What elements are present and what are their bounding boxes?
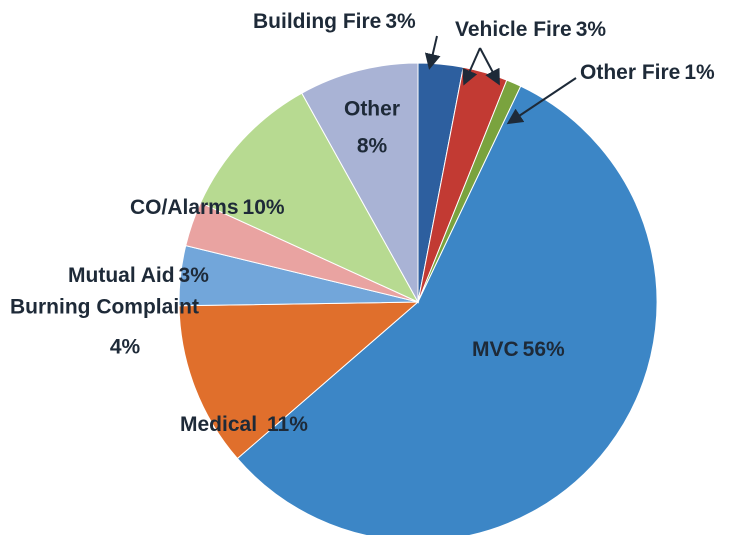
slice-label: Building Fire 3% [253,10,416,33]
pie-slice [199,92,420,304]
pie-slice [301,62,419,304]
pie [178,62,658,535]
slice-label: Mutual Aid 3% [68,264,209,287]
slice-label: CO/Alarms 10% [130,196,285,219]
slice-label: Other [344,98,400,121]
slice-label: Other Fire 1% [580,61,715,84]
arrow [479,47,500,86]
slice-label: Burning Complaint [10,296,199,319]
slice-value: 4% [110,336,141,359]
arrow [506,77,577,125]
arrow [424,35,441,70]
slice-label: Medical 11% [180,413,308,436]
slice-label: MVC 56% [472,338,565,361]
pie-slice [236,85,658,535]
arrow [462,47,481,86]
slice-value: 8% [357,135,388,158]
slice-label: Vehicle Fire 3% [455,18,606,41]
pie-slice [178,301,420,460]
